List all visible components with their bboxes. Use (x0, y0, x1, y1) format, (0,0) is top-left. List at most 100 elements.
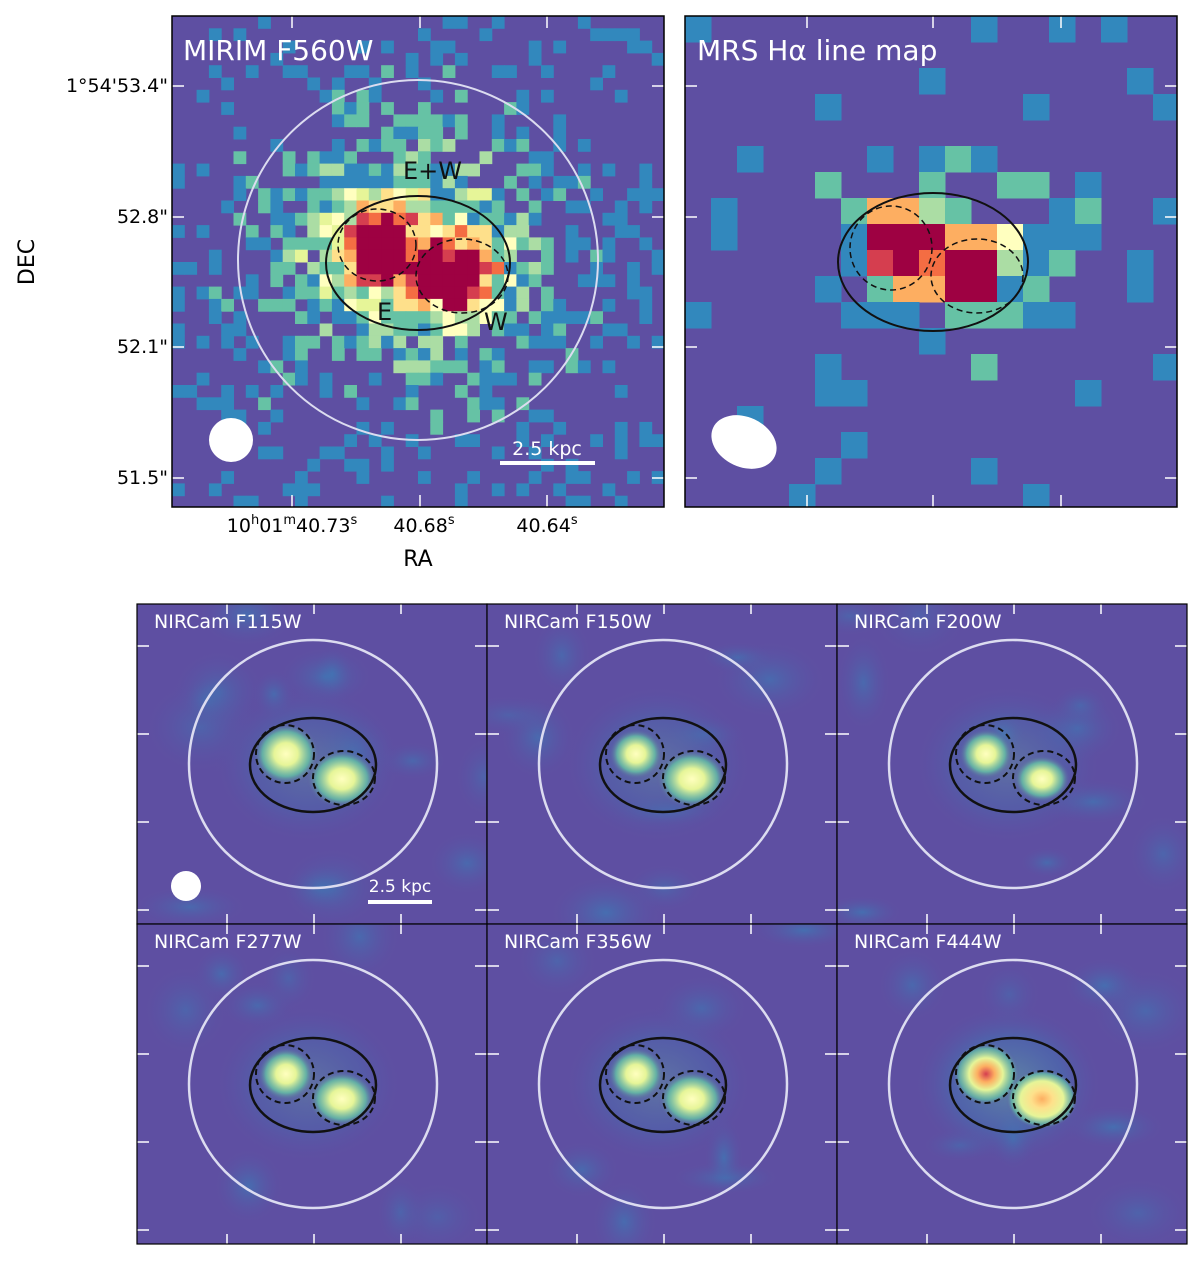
mirim-pixel (196, 372, 210, 386)
nircam-noise-blob (318, 924, 402, 982)
nircam-noise-blob (137, 885, 250, 924)
mirim-pixel (381, 421, 394, 435)
mirim-pixel (418, 335, 431, 349)
nircam-source-w (1006, 1069, 1078, 1129)
mirim-pixel (553, 311, 567, 324)
mirim-frame (171, 15, 665, 508)
mirim-pixel (491, 237, 505, 251)
mirim-pixel (639, 298, 653, 312)
mirim-pixel (245, 65, 259, 78)
mirim-pixel (565, 495, 579, 507)
mirim-pixel (184, 385, 198, 398)
mrs-pixel (893, 198, 920, 225)
nircam-panel: NIRCam F277W (136, 923, 488, 1245)
mirim-pixel (528, 446, 542, 460)
mirim-pixel (442, 311, 456, 324)
mirim-pixel (516, 434, 530, 447)
mirim-pixel (295, 360, 308, 374)
mirim-pixel (393, 212, 407, 226)
mirim-pixel (393, 237, 407, 251)
nircam-frame (836, 923, 1188, 1245)
mirim-pixel (295, 348, 308, 361)
nircam-noise-blob (487, 694, 561, 736)
mirim-pixel (368, 237, 382, 251)
mirim-pixel (614, 212, 628, 226)
nircam-noise-blob (1018, 846, 1076, 879)
mirim-pixel (331, 446, 345, 460)
mrs-pixel (867, 146, 894, 173)
mirim-pixel (528, 471, 542, 484)
mirim-pixel (258, 360, 271, 374)
mirim-pixel (368, 188, 382, 201)
mirim-ellipse-e (337, 208, 417, 282)
mirim-pixel (381, 102, 394, 115)
mrs-pixel (1023, 302, 1050, 329)
mirim-pixel (418, 262, 431, 275)
mrs-pixel (1153, 198, 1177, 225)
nircam-noise-blob (711, 639, 828, 720)
mrs-pixel (711, 198, 738, 225)
nircam-ellipse-w (1012, 1070, 1076, 1126)
nircam-ellipse-ew (248, 716, 378, 814)
mirim-pixel (454, 298, 468, 312)
mrs-pixel (1101, 16, 1128, 43)
mirim-pixel (430, 286, 444, 300)
mirim-pixel (307, 225, 321, 238)
mirim-pixel (418, 446, 431, 460)
nircam-panel: NIRCam F115W (136, 603, 488, 925)
mrs-pixel (919, 328, 946, 355)
mirim-pixel (430, 139, 444, 152)
mirim-pixel (577, 163, 591, 177)
mirim-pixel (405, 372, 419, 386)
mirim-pixel (430, 175, 444, 189)
mirim-pixel (454, 495, 468, 507)
mirim-pixel (368, 372, 382, 386)
mirim-pixel (479, 311, 493, 324)
mirim-pixel (282, 188, 296, 201)
mirim-pixel (405, 52, 419, 66)
nircam-scalebar (368, 900, 432, 904)
mirim-pixel (454, 274, 468, 288)
mirim-pixel (479, 348, 493, 361)
mrs-pixel (919, 172, 946, 199)
mirim-pixel (516, 225, 530, 238)
mirim-pixel (381, 286, 394, 300)
mirim-pixel-map (172, 16, 664, 507)
mirim-pixel (356, 40, 370, 54)
ytick-label-2: 52.1" (117, 336, 168, 358)
mirim-pixel (393, 175, 407, 189)
nircam-aperture-circle (187, 638, 439, 890)
mirim-pixel (418, 348, 431, 361)
nircam-ellipse-ew (598, 716, 728, 814)
mirim-pixel (307, 286, 321, 300)
mirim-pixel (245, 237, 259, 251)
mirim-pixel (270, 200, 284, 214)
mrs-pixel (841, 432, 868, 459)
nircam-ellipse-e (255, 724, 315, 784)
mirim-pixel (602, 323, 616, 337)
mirim-pixel (479, 200, 493, 214)
mirim-pixel (331, 114, 345, 128)
mrs-pixel (971, 16, 998, 43)
mirim-pixel (541, 434, 554, 447)
mirim-pixel (393, 274, 407, 288)
mirim-pixel (430, 188, 444, 201)
mrs-pixel (1127, 250, 1154, 277)
nircam-noise-blob (427, 830, 487, 897)
mirim-pixel (381, 225, 394, 238)
mirim-pixel (282, 348, 296, 361)
mirim-pixel (368, 249, 382, 263)
mirim-pixel (553, 483, 567, 497)
mirim-pixel (282, 372, 296, 386)
mirim-pixel (442, 225, 456, 238)
mirim-pixel (590, 188, 603, 201)
mirim-pixel (172, 225, 185, 238)
mirim-pixel (504, 323, 517, 337)
label-e: E (377, 298, 392, 326)
mirim-pixel (368, 286, 382, 300)
mrs-pixel (1153, 94, 1177, 121)
mirim-pixel (639, 421, 653, 435)
mirim-pixel (467, 225, 480, 238)
mirim-pixel (368, 225, 382, 238)
mirim-pixel (356, 458, 370, 472)
